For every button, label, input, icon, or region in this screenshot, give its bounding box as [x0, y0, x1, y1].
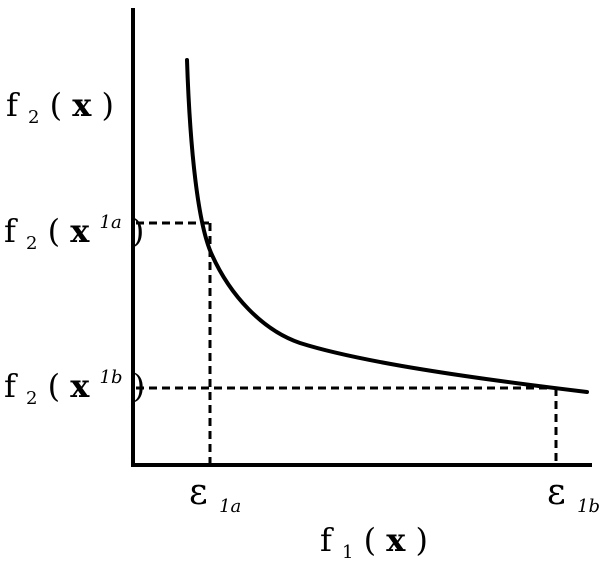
x-axis-label-open: ( — [364, 521, 376, 559]
level-label-1b: f 2 ( x 1b ) — [4, 353, 145, 412]
level-1a-var: x — [70, 212, 90, 250]
y-axis-label-var: x — [72, 86, 92, 124]
y-axis-label-open: ( — [50, 86, 62, 124]
level-1a-base: f — [4, 212, 18, 250]
level-1b-open: ( — [48, 367, 60, 405]
epsilon-1a-sub: 1a — [219, 496, 241, 517]
x-axis-label-close: ) — [416, 521, 428, 559]
y-axis-label: f 2 ( x ) — [6, 86, 114, 131]
level-1b-sub: 2 — [26, 388, 37, 409]
x-axis-label-base: f — [320, 521, 334, 559]
y-axis-label-base: f — [6, 86, 20, 124]
y-axis-label-sub: 2 — [28, 107, 39, 128]
epsilon-label-1a: ε 1a — [189, 472, 241, 517]
y-axis-label-close: ) — [102, 86, 114, 124]
level-1b-var: x — [70, 367, 90, 405]
pareto-front-curve — [185, 58, 589, 394]
epsilon-1b-symbol: ε — [547, 472, 566, 513]
x-axis-label-var: x — [386, 521, 406, 559]
level-1a-sub: 2 — [26, 233, 37, 254]
level-1b-base: f — [4, 367, 18, 405]
level-1a-open: ( — [48, 212, 60, 250]
epsilon-label-1b: ε 1b — [547, 472, 600, 517]
level-1b-close: ) — [133, 367, 145, 405]
level-1b-sup: 1b — [100, 367, 123, 388]
epsilon-1a-symbol: ε — [189, 472, 208, 513]
level-1a-sup: 1a — [100, 212, 122, 233]
x-axis-label: f 1 ( x ) — [320, 521, 428, 566]
x-axis-label-sub: 1 — [342, 542, 353, 563]
level-1a-close: ) — [132, 212, 144, 250]
epsilon-1b-sub: 1b — [577, 496, 600, 517]
level-label-1a: f 2 ( x 1a ) — [4, 198, 144, 257]
